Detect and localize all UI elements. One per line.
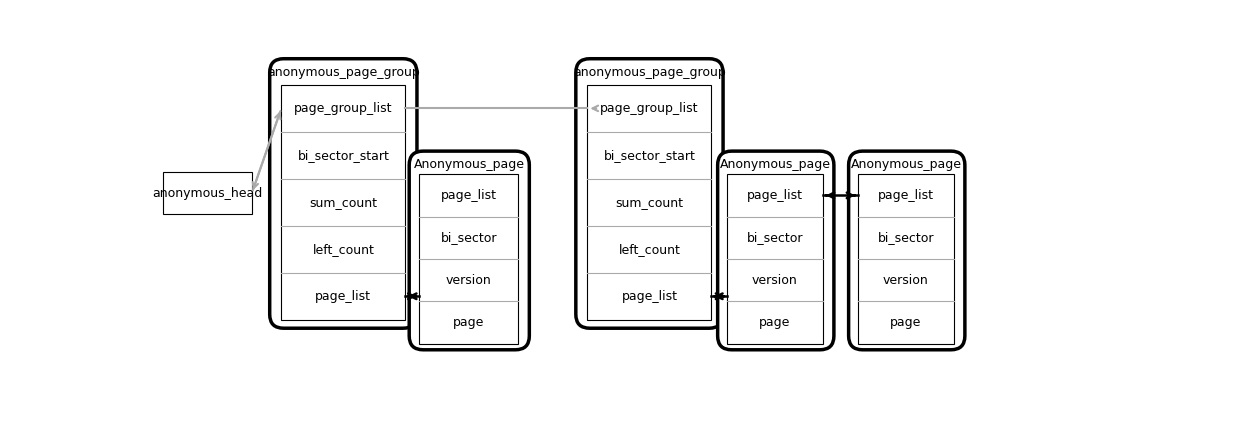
Text: sum_count: sum_count (309, 196, 377, 209)
Text: anonymous_head: anonymous_head (153, 187, 263, 200)
Bar (281, 85, 405, 320)
FancyBboxPatch shape (409, 151, 529, 350)
Text: page_list: page_list (621, 290, 677, 303)
Text: anonymous_page_group: anonymous_page_group (573, 66, 725, 79)
Text: page: page (453, 316, 485, 329)
Text: left_count: left_count (619, 243, 681, 256)
Text: page: page (890, 316, 921, 329)
Text: version: version (753, 274, 797, 286)
Bar (588, 85, 712, 320)
Text: Anonymous_page: Anonymous_page (851, 159, 962, 172)
Text: bi_sector: bi_sector (878, 231, 934, 244)
Text: page: page (759, 316, 791, 329)
Text: sum_count: sum_count (615, 196, 683, 209)
Bar (727, 174, 823, 344)
Text: Anonymous_page: Anonymous_page (414, 159, 525, 172)
Text: page_list: page_list (878, 189, 934, 202)
Text: left_count: left_count (312, 243, 374, 256)
Bar (162, 172, 252, 214)
Text: bi_sector: bi_sector (440, 231, 497, 244)
FancyBboxPatch shape (270, 59, 417, 328)
Bar (858, 174, 954, 344)
Text: page_list: page_list (441, 189, 497, 202)
Text: page_group_list: page_group_list (600, 102, 698, 115)
Text: page_list: page_list (746, 189, 804, 202)
Text: bi_sector: bi_sector (746, 231, 804, 244)
Text: page_list: page_list (315, 290, 371, 303)
Bar (419, 174, 518, 344)
FancyBboxPatch shape (718, 151, 833, 350)
Text: page_group_list: page_group_list (294, 102, 393, 115)
Text: bi_sector_start: bi_sector_start (298, 149, 389, 162)
Text: Anonymous_page: Anonymous_page (720, 159, 831, 172)
FancyBboxPatch shape (575, 59, 723, 328)
Text: version: version (446, 274, 492, 286)
Text: anonymous_page_group: anonymous_page_group (267, 66, 419, 79)
Text: version: version (883, 274, 929, 286)
FancyBboxPatch shape (848, 151, 965, 350)
Text: bi_sector_start: bi_sector_start (604, 149, 696, 162)
